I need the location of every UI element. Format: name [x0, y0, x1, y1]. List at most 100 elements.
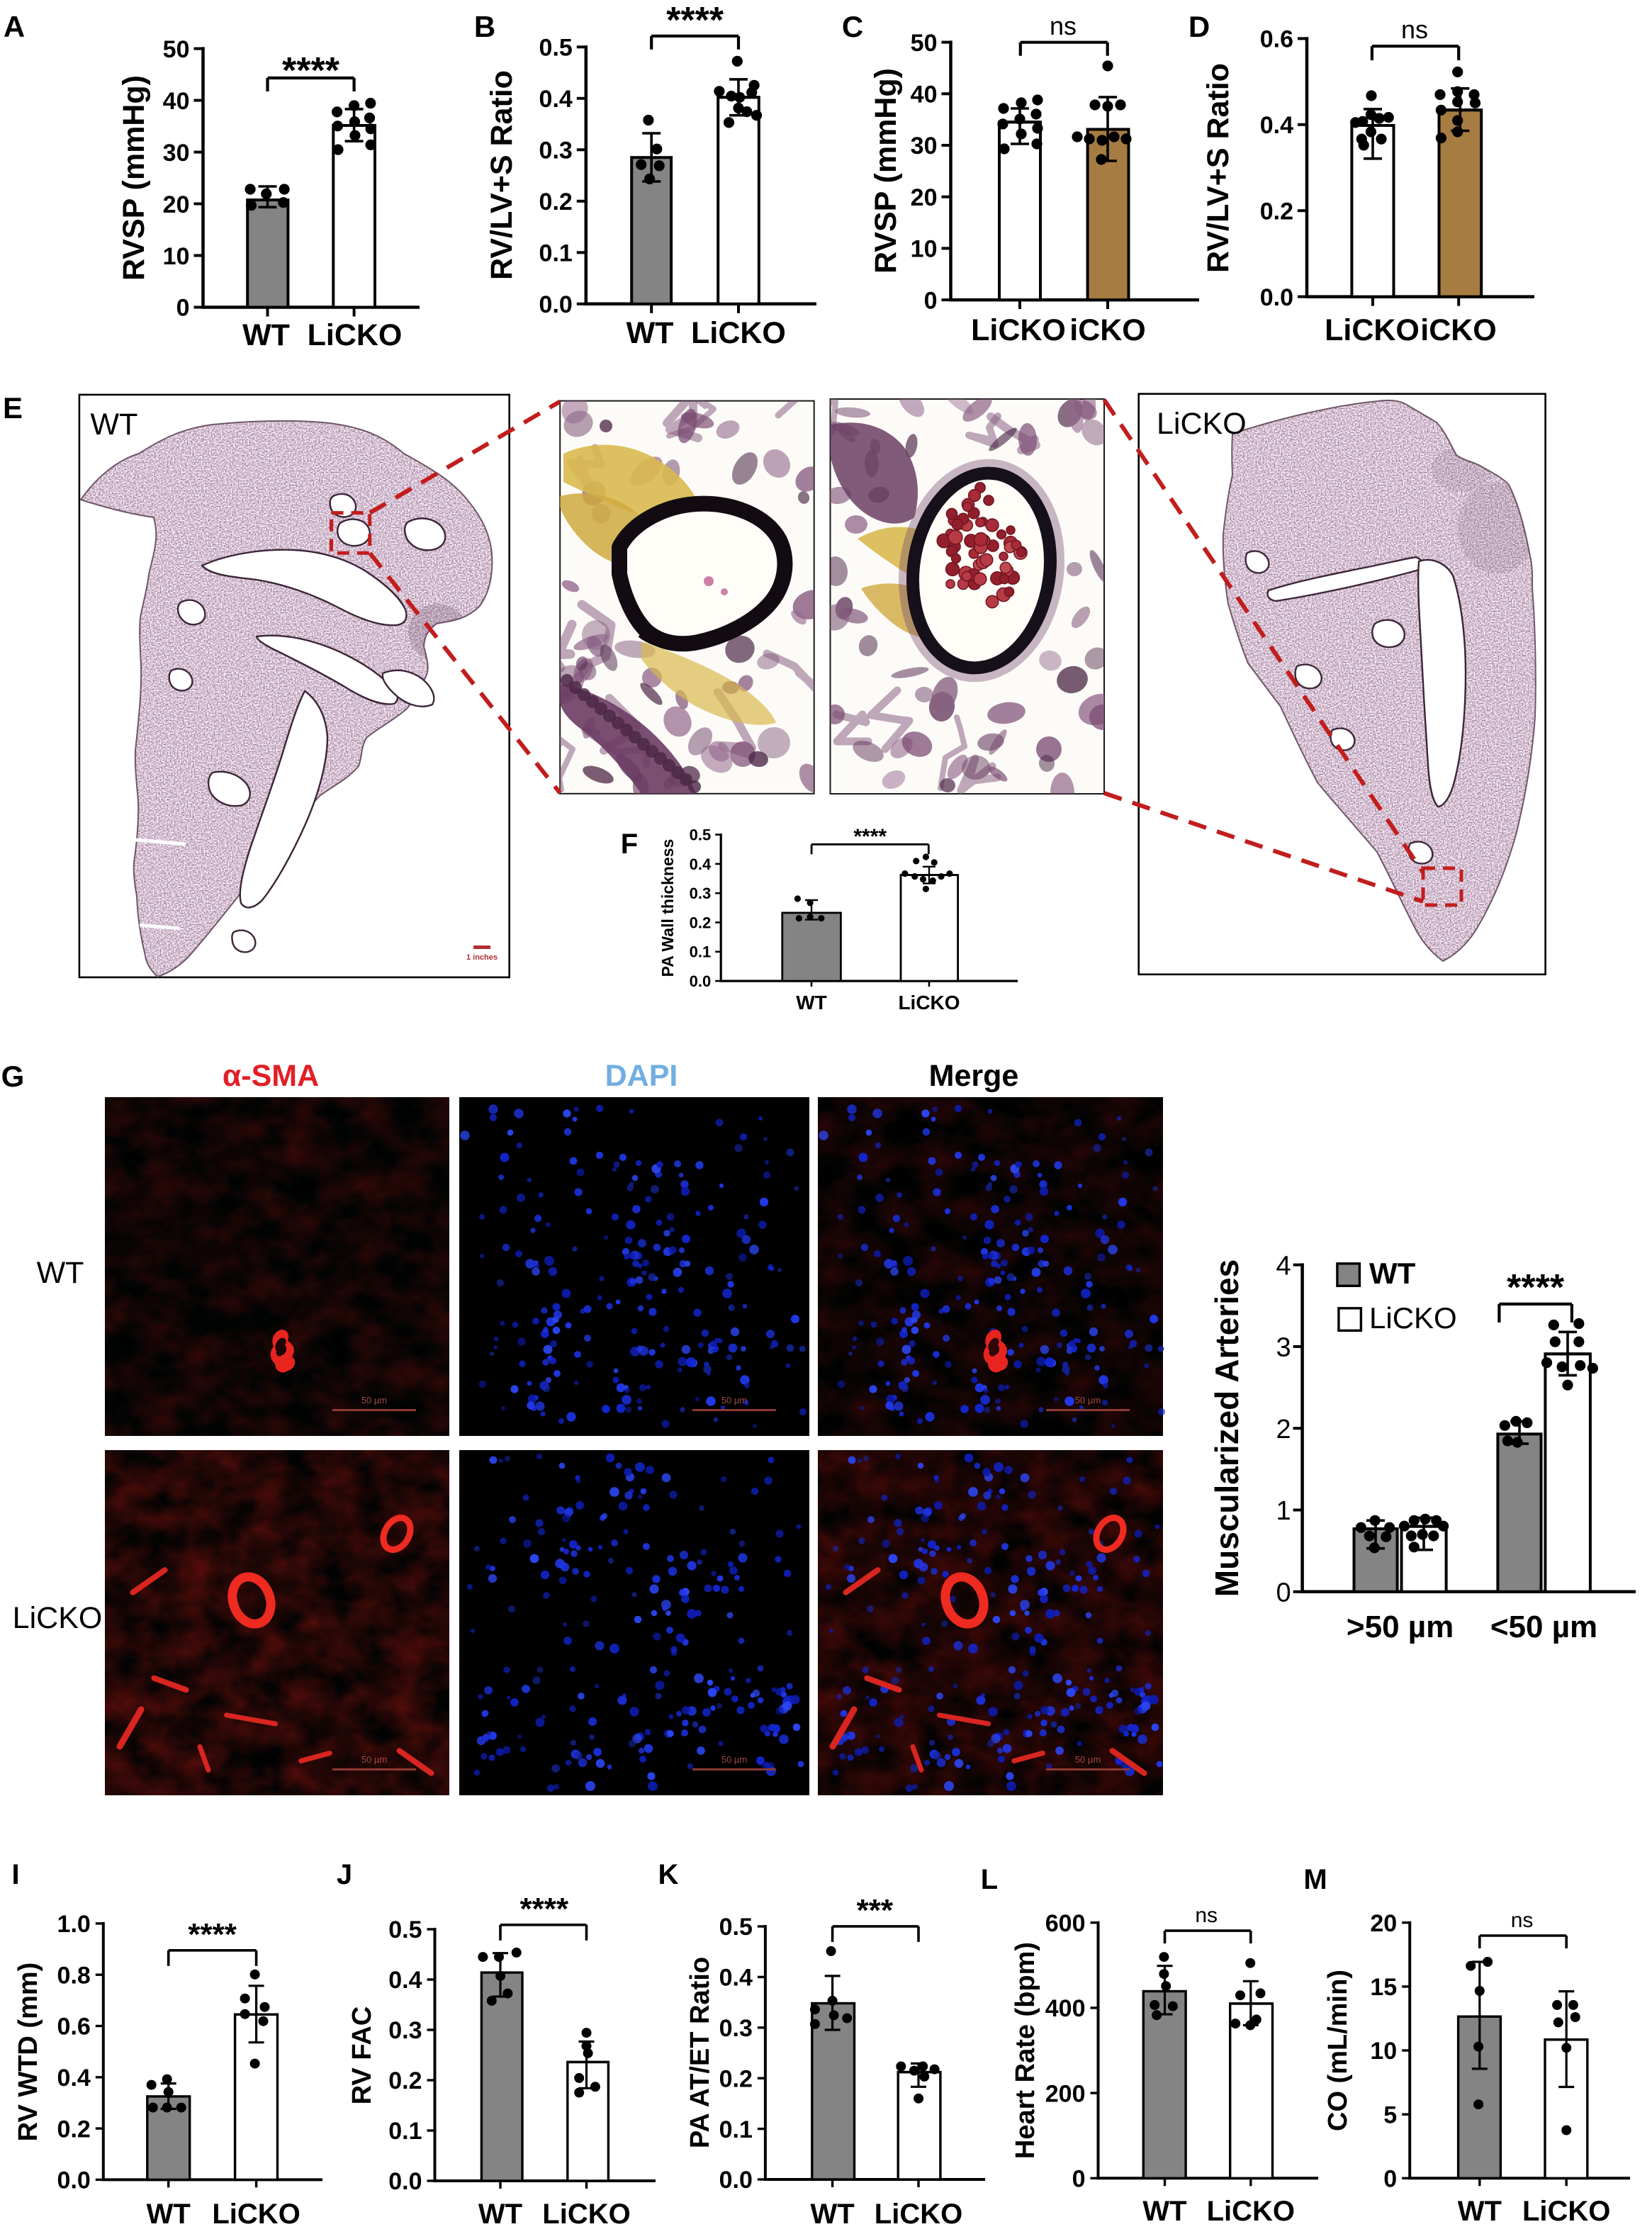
svg-text:ns: ns — [1050, 11, 1077, 40]
svg-text:50 µm: 50 µm — [721, 1754, 747, 1765]
svg-text:RVSP (mmHg): RVSP (mmHg) — [117, 75, 151, 281]
svg-text:0.2: 0.2 — [719, 2065, 753, 2092]
svg-text:1: 1 — [1276, 1496, 1291, 1526]
svg-text:WT: WT — [37, 1256, 84, 1290]
svg-text:50 µm: 50 µm — [1075, 1754, 1101, 1765]
svg-text:ns: ns — [1401, 15, 1428, 44]
svg-text:0.4: 0.4 — [57, 2065, 91, 2092]
svg-text:I: I — [11, 1859, 19, 1890]
svg-text:0.1: 0.1 — [719, 2116, 753, 2143]
svg-text:20: 20 — [1370, 1910, 1397, 1937]
svg-text:0.3: 0.3 — [539, 137, 573, 164]
svg-text:0.5: 0.5 — [690, 826, 712, 844]
svg-text:2: 2 — [1276, 1415, 1291, 1444]
svg-text:4: 4 — [1276, 1251, 1291, 1281]
svg-text:LiCKO: LiCKO — [1369, 1301, 1457, 1335]
svg-text:PA AT/ET Ratio: PA AT/ET Ratio — [685, 1957, 715, 2148]
svg-text:0.0: 0.0 — [690, 972, 712, 990]
svg-text:Merge: Merge — [929, 1059, 1019, 1093]
svg-text:CO (mL/min): CO (mL/min) — [1323, 1970, 1353, 2131]
svg-text:LiCKO: LiCKO — [1325, 313, 1420, 347]
svg-text:1.0: 1.0 — [57, 1911, 91, 1938]
svg-text:PA Wall thickness: PA Wall thickness — [658, 839, 677, 977]
svg-text:0: 0 — [924, 287, 938, 314]
svg-text:****: **** — [1507, 1267, 1565, 1308]
svg-text:>50 µm: >50 µm — [1347, 1610, 1454, 1644]
svg-text:40: 40 — [163, 88, 190, 115]
svg-text:M: M — [1303, 1864, 1327, 1895]
svg-text:0.4: 0.4 — [719, 1965, 753, 1992]
svg-text:0.2: 0.2 — [57, 2116, 91, 2143]
svg-text:F: F — [621, 829, 638, 860]
svg-text:WT: WT — [796, 992, 827, 1014]
svg-text:0.5: 0.5 — [388, 1916, 422, 1943]
svg-text:0.2: 0.2 — [388, 2067, 422, 2094]
svg-text:B: B — [474, 10, 495, 43]
svg-text:10: 10 — [163, 243, 190, 270]
svg-text:K: K — [658, 1859, 679, 1890]
svg-text:LiCKO: LiCKO — [898, 992, 960, 1014]
svg-text:Muscularized Arteries: Muscularized Arteries — [1208, 1259, 1245, 1597]
svg-text:40: 40 — [911, 82, 938, 108]
svg-text:Heart Rate (bpm): Heart Rate (bpm) — [1011, 1942, 1040, 2159]
svg-text:****: **** — [282, 50, 340, 91]
svg-text:0.0: 0.0 — [388, 2168, 422, 2195]
svg-text:RVSP (mmHg): RVSP (mmHg) — [869, 68, 903, 274]
svg-text:0.4: 0.4 — [388, 1967, 422, 1994]
svg-text:30: 30 — [911, 133, 938, 159]
svg-text:10: 10 — [911, 236, 938, 263]
svg-text:LiCKO: LiCKO — [875, 2199, 962, 2230]
svg-text:α-SMA: α-SMA — [223, 1059, 319, 1093]
svg-text:20: 20 — [163, 191, 190, 218]
svg-text:LiCKO: LiCKO — [212, 2199, 300, 2230]
svg-text:WT: WT — [91, 408, 138, 442]
svg-text:iCKO: iCKO — [1420, 313, 1497, 347]
svg-text:J: J — [337, 1859, 352, 1890]
svg-text:LiCKO: LiCKO — [1157, 407, 1247, 441]
svg-text:****: **** — [520, 1892, 569, 1926]
svg-text:0.4: 0.4 — [690, 855, 712, 873]
svg-text:50 µm: 50 µm — [361, 1395, 387, 1405]
svg-text:WT: WT — [478, 2199, 522, 2230]
svg-text:0: 0 — [1072, 2166, 1086, 2193]
svg-text:200: 200 — [1045, 2080, 1086, 2107]
svg-text:5: 5 — [1383, 2101, 1397, 2128]
svg-text:DAPI: DAPI — [605, 1059, 678, 1093]
svg-text:****: **** — [188, 1917, 237, 1952]
svg-text:10: 10 — [1370, 2038, 1397, 2065]
svg-text:0: 0 — [176, 295, 190, 322]
svg-text:0.0: 0.0 — [719, 2167, 753, 2194]
svg-text:LiCKO: LiCKO — [13, 1601, 103, 1635]
svg-text:WT: WT — [1142, 2196, 1186, 2227]
svg-text:30: 30 — [163, 140, 190, 167]
svg-text:WT: WT — [1458, 2196, 1502, 2227]
svg-text:0.6: 0.6 — [57, 2014, 91, 2041]
svg-text:RV FAC: RV FAC — [347, 2006, 377, 2105]
svg-text:0.2: 0.2 — [539, 189, 573, 215]
svg-text:0: 0 — [1383, 2166, 1397, 2193]
svg-text:E: E — [3, 391, 23, 425]
svg-text:15: 15 — [1370, 1974, 1397, 2001]
svg-text:L: L — [981, 1864, 998, 1895]
svg-text:ns: ns — [1195, 1904, 1218, 1927]
svg-text:0.0: 0.0 — [539, 291, 573, 318]
svg-text:iCKO: iCKO — [1069, 313, 1146, 347]
svg-text:WT: WT — [242, 318, 290, 352]
svg-text:0: 0 — [1276, 1578, 1291, 1608]
svg-text:WT: WT — [811, 2199, 855, 2230]
svg-text:LiCKO: LiCKO — [308, 318, 403, 352]
svg-text:***: *** — [857, 1893, 894, 1928]
svg-text:50 µm: 50 µm — [721, 1395, 747, 1405]
svg-text:0.3: 0.3 — [388, 2017, 422, 2044]
svg-text:0.5: 0.5 — [539, 35, 573, 62]
svg-text:C: C — [842, 10, 863, 43]
svg-text:WT: WT — [147, 2199, 191, 2230]
svg-text:0.0: 0.0 — [57, 2167, 91, 2194]
svg-text:0.3: 0.3 — [719, 2015, 753, 2042]
svg-text:0.8: 0.8 — [57, 1962, 91, 1989]
svg-text:WT: WT — [626, 316, 674, 350]
svg-text:20: 20 — [911, 184, 938, 211]
svg-text:0.6: 0.6 — [1260, 26, 1293, 53]
svg-text:RV WTD (mm): RV WTD (mm) — [13, 1963, 43, 2142]
svg-text:****: **** — [853, 825, 887, 848]
